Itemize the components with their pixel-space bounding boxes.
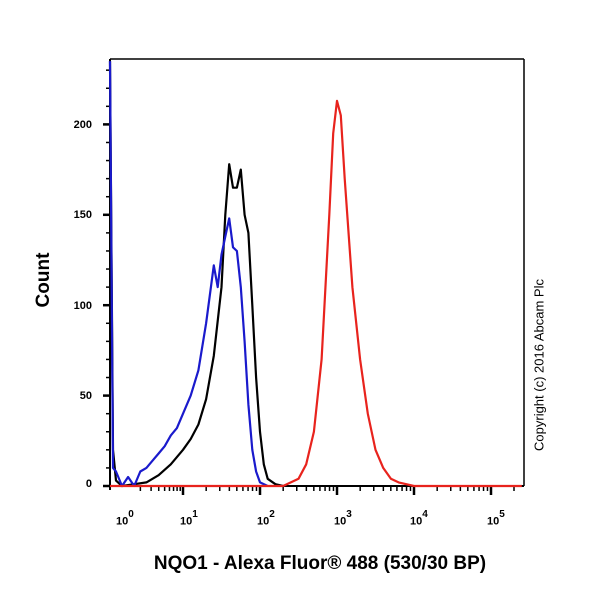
y-axis-label: Count (14, 230, 74, 330)
y-tick-label: 150 (73, 209, 92, 221)
curve-unlabelled-control (108, 61, 269, 488)
x-tick-label: 103 (334, 509, 352, 528)
y-tick-label: 100 (73, 300, 92, 312)
y-tick-label: 0 (85, 478, 92, 490)
copyright-notice: Copyright (c) 2016 Abcam Plc (528, 240, 550, 490)
y-axis-label-text: Count (33, 252, 54, 308)
x-tick-label: 105 (487, 509, 505, 528)
x-tick-label: 101 (180, 509, 198, 528)
y-tick-label: 200 (73, 119, 92, 131)
x-tick-label: 100 (116, 509, 134, 528)
x-axis-label: NQO1 - Alexa Fluor® 488 (530/30 BP) (153, 553, 487, 574)
curve-nqo1-antibody (110, 99, 522, 488)
curve-isotype-control (108, 61, 284, 488)
histogram-curves (108, 61, 522, 488)
y-tick-label: 50 (79, 390, 92, 402)
copyright-text: Copyright (c) 2016 Abcam Plc (531, 279, 547, 451)
x-tick-label: 102 (257, 509, 275, 528)
x-tick-label: 104 (410, 509, 428, 528)
